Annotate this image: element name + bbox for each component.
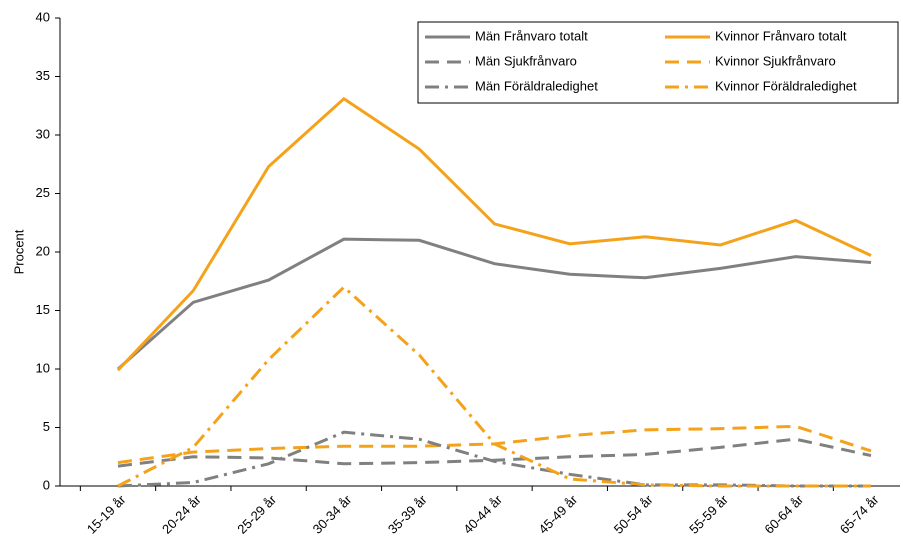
line: [117, 237, 872, 371]
line: [117, 285, 871, 488]
y-tick-label: 10: [36, 360, 50, 375]
x-tick-label: 20-24 år: [159, 491, 204, 536]
x-tick-label: 50-54 år: [611, 491, 656, 536]
legend: [417, 21, 899, 104]
y-tick-label: 30: [36, 126, 50, 141]
y-tick-label: 25: [36, 185, 50, 200]
legend-label: Män Föräldraledighet: [475, 78, 598, 93]
legend-label: Män Sjukfrånvaro: [475, 53, 577, 68]
y-tick-label: 15: [36, 302, 50, 317]
y-tick-label: 40: [36, 9, 50, 24]
x-tick-label: 65-74 år: [837, 491, 882, 536]
legend-label: Män Frånvaro totalt: [475, 28, 588, 43]
legend-label: Kvinnor Sjukfrånvaro: [715, 53, 836, 68]
legend-label: Kvinnor Frånvaro totalt: [715, 28, 847, 43]
legend-label: Kvinnor Föräldraledighet: [715, 78, 857, 93]
line: [117, 430, 871, 488]
x-tick-label: 40-44 år: [460, 491, 505, 536]
x-tick-label: 30-34 år: [310, 491, 355, 536]
x-tick-label: 35-39 år: [385, 491, 430, 536]
y-tick-label: 20: [36, 243, 50, 258]
x-tick-label: 25-29 år: [234, 491, 279, 536]
y-tick-label: 5: [43, 419, 50, 434]
y-tick-label: 0: [43, 477, 50, 492]
x-tick-label: 55-59 år: [686, 491, 731, 536]
x-tick-label: 60-64 år: [761, 491, 806, 536]
x-tick-label: 15-19 år: [84, 491, 129, 536]
y-tick-label: 35: [36, 68, 50, 83]
y-axis-label: Procent: [11, 229, 26, 274]
x-tick-label: 45-49 år: [536, 491, 581, 536]
line: [116, 96, 872, 372]
